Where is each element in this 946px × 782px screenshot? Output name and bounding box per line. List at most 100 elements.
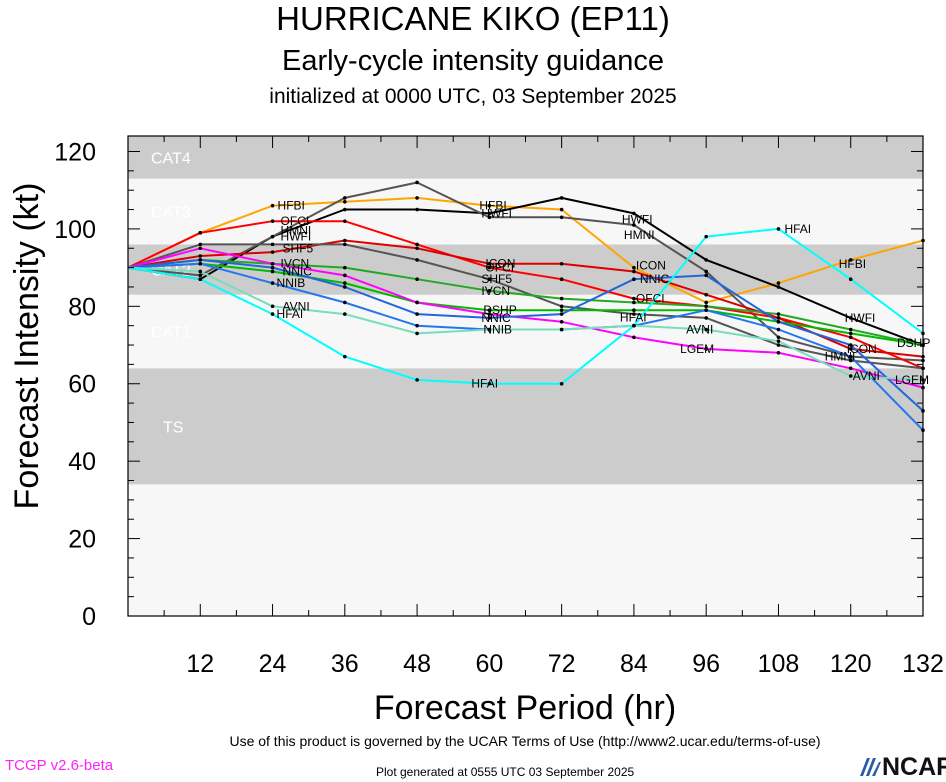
- series-label-hwfi: HWFI: [281, 230, 312, 244]
- series-line-hfbi: [127, 196, 924, 304]
- data-point-hfai: [632, 323, 636, 328]
- y-tick-label: 40: [68, 448, 96, 476]
- series-label-hwfi: HWFI: [622, 212, 653, 226]
- data-point-icon: [415, 246, 419, 251]
- data-point-nnib: [343, 300, 347, 305]
- data-point-lgem: [198, 246, 203, 251]
- ncar-logo-text: NCAR: [882, 753, 946, 781]
- data-point-lgem: [487, 312, 492, 316]
- series-label-shf5: SHF5: [283, 241, 314, 255]
- data-point-hmni: [559, 215, 564, 220]
- band-cat3: [128, 178, 923, 245]
- y-tick-label: 0: [82, 603, 96, 631]
- data-point-shf5: [270, 242, 275, 247]
- data-point-icon: [487, 261, 492, 266]
- data-point-icon: [632, 269, 636, 274]
- series-label-ivcn: IVCN: [281, 257, 310, 271]
- data-point-hmni: [487, 215, 492, 220]
- data-point-nnib: [270, 281, 275, 285]
- data-point-shf5: [559, 304, 564, 309]
- x-tick-label: 60: [475, 650, 503, 678]
- series-label-nnic: NNIC: [283, 265, 313, 279]
- data-point-ofci: [343, 219, 347, 223]
- axes: 12 24 36 48 60 72 84 96 108 120 132 0 20 40 60 80 100 120…: [8, 135, 944, 727]
- series-label-avni: AVNI: [686, 323, 713, 337]
- data-point-hmni: [632, 223, 636, 227]
- data-point-ofci: [270, 219, 275, 223]
- data-point-hmni: [343, 196, 347, 200]
- series-label-lgem: LGEM: [680, 342, 714, 356]
- data-point-nnib: [848, 354, 853, 359]
- data-point-ivcn: [343, 265, 347, 270]
- data-point-nnib: [776, 327, 781, 332]
- data-point-hfai: [487, 381, 492, 386]
- y-axis-title: Forecast Intensity (kt): [8, 183, 46, 510]
- data-point-hmni: [270, 234, 275, 239]
- series-label-nnib: NNIB: [277, 276, 306, 290]
- series-line-lgem: [127, 247, 924, 389]
- version-label: TCGP v2.6-beta: [5, 757, 114, 774]
- x-tick-label: 132: [902, 650, 944, 678]
- data-point-lgem: [776, 350, 781, 355]
- data-point-avni: [776, 339, 781, 343]
- series-label-lgem: LGEM: [895, 373, 929, 387]
- data-point-icon: [343, 238, 347, 243]
- data-point-icon: [270, 250, 275, 254]
- initialization-time: initialized at 0000 UTC, 03 September 20…: [269, 85, 677, 108]
- chart-subtitle: Early-cycle intensity guidance: [281, 45, 664, 77]
- series-label-hmni: HMNI: [825, 350, 856, 364]
- series-points: [198, 180, 925, 432]
- data-point-lgem: [415, 300, 419, 305]
- data-point-shf5: [632, 312, 636, 316]
- data-point-avni: [415, 331, 419, 336]
- data-point-hfai: [415, 378, 419, 382]
- series-label-hfbi: HFBI: [278, 199, 305, 213]
- series-line-nnic: [127, 258, 924, 412]
- series-label-avni: AVNI: [853, 369, 880, 383]
- data-point-lgem: [848, 366, 853, 371]
- series-line-avni: [127, 266, 924, 381]
- data-point-nnic: [198, 258, 203, 262]
- generated-time: Plot generated at 0555 UTC 03 September …: [376, 765, 635, 779]
- data-point-ivcn: [559, 296, 564, 301]
- data-point-nnib: [415, 323, 419, 328]
- band-ts: [128, 368, 923, 485]
- data-point-ofci: [415, 242, 419, 247]
- data-point-ivcn: [487, 289, 492, 293]
- series-label-avni: AVNI: [283, 299, 310, 313]
- data-point-ivcn: [776, 312, 781, 316]
- data-point-hfai: [848, 277, 853, 282]
- series-lines: [127, 181, 924, 431]
- x-tick-label: 36: [331, 650, 359, 678]
- series-label-hmni: HMNI: [281, 224, 312, 238]
- series-label-hmni: HMNI: [624, 228, 655, 242]
- data-point-nnic: [270, 265, 275, 270]
- series-label-icon: ICON: [636, 258, 666, 272]
- data-point-icon: [198, 254, 203, 258]
- band-label: CAT3: [151, 204, 191, 221]
- data-point-nnic: [704, 273, 708, 278]
- data-point-avni: [487, 327, 492, 332]
- data-point-shf5: [415, 258, 419, 262]
- data-point-hwfi: [776, 285, 781, 289]
- series-label-nnib: NNIB: [483, 323, 512, 337]
- data-point-hfbi: [487, 203, 492, 208]
- data-point-nnic: [632, 277, 636, 282]
- data-point-avni: [198, 269, 203, 274]
- data-point-hfai: [559, 381, 564, 386]
- series-label-hfai: HFAI: [277, 307, 304, 321]
- data-point-hfbi: [704, 300, 708, 305]
- series-label-hfbi: HFBI: [839, 257, 866, 271]
- band-label: CAT4: [151, 150, 191, 167]
- series-label-hwfi: HWFI: [481, 206, 512, 220]
- x-tick-label: 96: [692, 650, 720, 678]
- data-point-icon: [848, 347, 853, 351]
- data-point-ofci: [559, 277, 564, 282]
- series-label-ivcn: IVCN: [481, 284, 510, 298]
- data-point-avni: [270, 304, 275, 309]
- data-point-nnic: [776, 320, 781, 324]
- terms-of-use: Use of this product is governed by the U…: [229, 733, 821, 749]
